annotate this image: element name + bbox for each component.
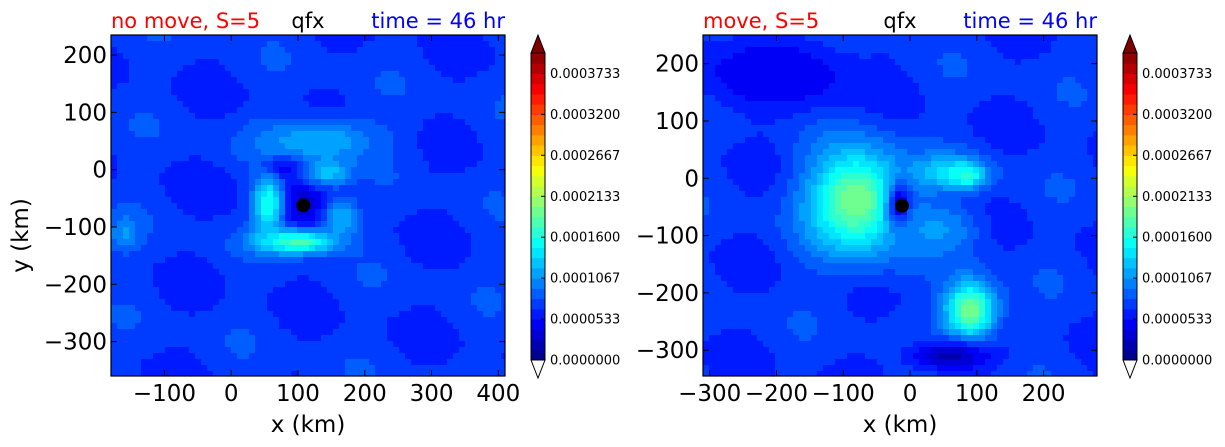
colorbar-extend-min: [1122, 359, 1138, 380]
title-right: time = 46 hr: [371, 9, 505, 33]
title-right: time = 46 hr: [963, 9, 1097, 33]
colorbar-tick-label: 0.0002133: [1142, 190, 1212, 205]
storm-center-marker: [296, 198, 311, 213]
plot-frame: [110, 34, 506, 377]
y-tick-label: −200: [636, 281, 699, 307]
y-tick-label: −300: [636, 338, 699, 364]
x-tick-label: 100: [955, 381, 999, 407]
colorbar-tick-label: 0.0000533: [1142, 313, 1212, 328]
colorbar-tick-label: 0.0002133: [550, 190, 620, 205]
x-axis-label: x (km): [271, 412, 346, 438]
x-tick-label: −200: [745, 381, 808, 407]
panel-1: −100 0 100 200 300 400 200 100 0 −100 −200 −300 x (k…: [8, 9, 620, 438]
y-tick-label: −100: [44, 215, 107, 241]
colorbar-tick-label: 0.0002667: [1142, 149, 1212, 164]
x-tick-label: −100: [133, 381, 196, 407]
plot-frame: [702, 34, 1098, 377]
x-tick-label: 0: [224, 381, 239, 407]
qfx-field: [111, 35, 505, 376]
x-tick-label: 400: [476, 381, 520, 407]
colorbar-tick-label: 0.0003733: [550, 67, 620, 82]
x-tick-label: 300: [410, 381, 454, 407]
colorbar-tick-label: 0.0000533: [550, 313, 620, 328]
colorbar-tick-label: 0.0000000: [550, 354, 620, 369]
x-tick-label: 100: [276, 381, 320, 407]
colorbar-tick-label: 0.0002667: [550, 149, 620, 164]
y-tick-label: −100: [636, 224, 699, 250]
x-tick-label: −300: [678, 381, 741, 407]
y-tick-label: 100: [63, 100, 107, 126]
x-tick-label: 0: [903, 381, 918, 407]
colorbar: 0.0000000 0.0000533 0.0001067 0.0001600 0.00…: [1122, 33, 1212, 380]
title-center: qfx: [883, 9, 916, 33]
y-tick-label: 100: [655, 109, 699, 135]
colorbar-tick-label: 0.0001067: [1142, 272, 1212, 287]
y-tick-label: −200: [44, 272, 107, 298]
title-left: move, S=5: [703, 9, 819, 33]
y-tick-label: −300: [44, 330, 107, 356]
x-tick-label: 200: [343, 381, 387, 407]
x-axis-label: x (km): [863, 412, 938, 438]
colorbar-tick-label: 0.0003733: [1142, 67, 1212, 82]
y-axis-label: y (km): [8, 198, 34, 273]
colorbar-tick-label: 0.0003200: [1142, 108, 1212, 123]
qfx-field: [703, 35, 1097, 376]
colorbar-tick-label: 0.0001600: [550, 231, 620, 246]
y-tick-label: 200: [655, 52, 699, 78]
colorbar-tick-label: 0.0001600: [1142, 231, 1212, 246]
y-tick-label: 0: [684, 166, 699, 192]
colorbar-tick-label: 0.0003200: [550, 108, 620, 123]
y-tick-label: 200: [63, 43, 107, 69]
colorbar-extend-max: [1122, 33, 1138, 54]
x-tick-label: 200: [1022, 381, 1066, 407]
title-center: qfx: [291, 9, 324, 33]
colorbar-extend-max: [530, 33, 546, 54]
title-left: no move, S=5: [111, 9, 260, 33]
y-tick-label: 0: [92, 158, 107, 184]
colorbar: 0.0000000 0.0000533 0.0001067 0.0001600 0.00…: [530, 33, 620, 380]
colorbar-tick-label: 0.0001067: [550, 272, 620, 287]
storm-center-marker: [895, 198, 910, 213]
panel-2: −300 −200 −100 0 100 2002001000−100−200−300x …: [636, 9, 1212, 438]
colorbar-tick-label: 0.0000000: [1142, 354, 1212, 369]
colorbar-extend-min: [530, 359, 546, 380]
x-tick-label: −100: [812, 381, 875, 407]
